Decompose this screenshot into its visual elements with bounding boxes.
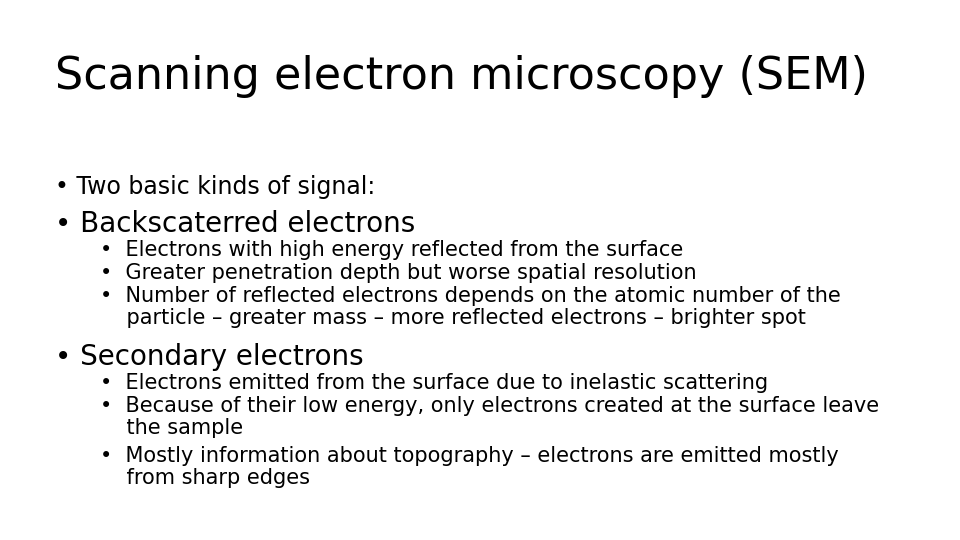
Text: particle – greater mass – more reflected electrons – brighter spot: particle – greater mass – more reflected… (100, 308, 805, 328)
Text: the sample: the sample (100, 418, 243, 438)
Text: •  Electrons emitted from the surface due to inelastic scattering: • Electrons emitted from the surface due… (100, 373, 768, 393)
Text: •  Mostly information about topography – electrons are emitted mostly: • Mostly information about topography – … (100, 446, 839, 466)
Text: • Backscaterred electrons: • Backscaterred electrons (55, 210, 416, 238)
Text: •  Greater penetration depth but worse spatial resolution: • Greater penetration depth but worse sp… (100, 263, 697, 283)
Text: Scanning electron microscopy (SEM): Scanning electron microscopy (SEM) (55, 55, 868, 98)
Text: •  Because of their low energy, only electrons created at the surface leave: • Because of their low energy, only elec… (100, 396, 879, 416)
Text: • Two basic kinds of signal:: • Two basic kinds of signal: (55, 175, 375, 199)
Text: • Secondary electrons: • Secondary electrons (55, 343, 364, 371)
Text: •  Number of reflected electrons depends on the atomic number of the: • Number of reflected electrons depends … (100, 286, 841, 306)
Text: from sharp edges: from sharp edges (100, 468, 310, 488)
Text: •  Electrons with high energy reflected from the surface: • Electrons with high energy reflected f… (100, 240, 684, 260)
